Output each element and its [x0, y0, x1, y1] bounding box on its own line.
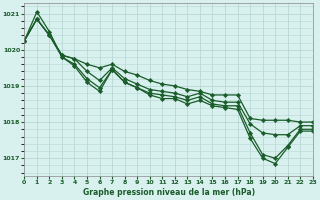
X-axis label: Graphe pression niveau de la mer (hPa): Graphe pression niveau de la mer (hPa) — [83, 188, 255, 197]
